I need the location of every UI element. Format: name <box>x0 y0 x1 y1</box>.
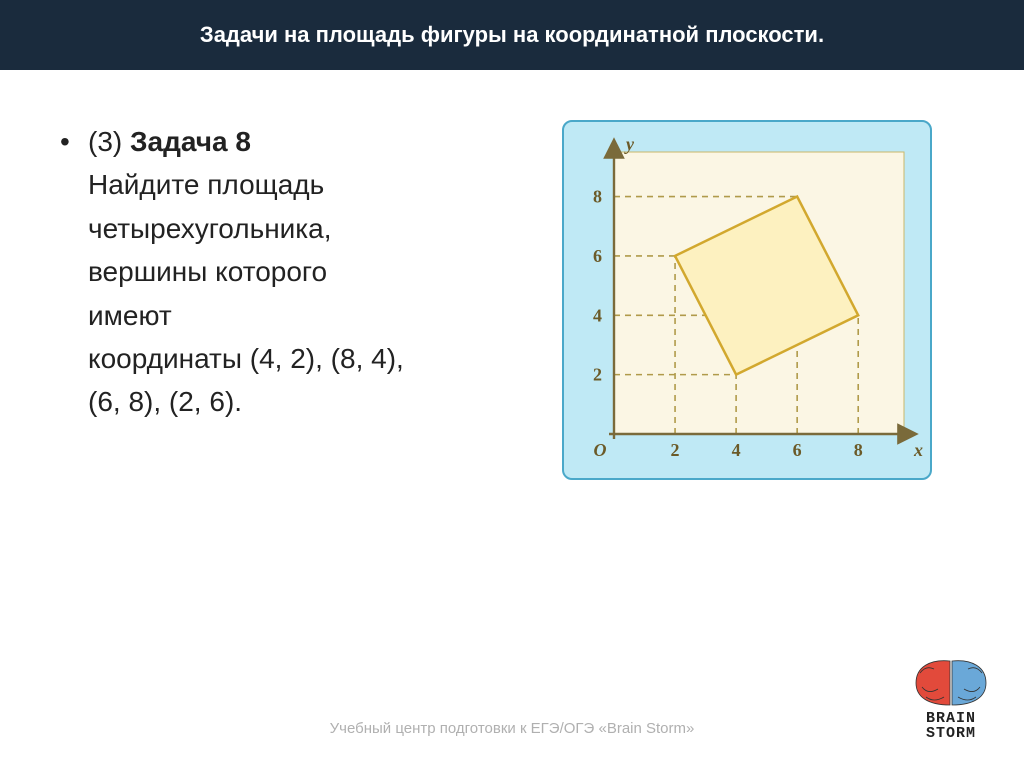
logo-text: BRAIN STORM <box>908 711 994 743</box>
brainstorm-logo: BRAIN STORM <box>908 653 994 743</box>
task-body: (3) Задача 8 Найдите площадь четырехугол… <box>88 120 404 424</box>
svg-text:y: y <box>624 134 635 154</box>
content-area: • (3) Задача 8 Найдите площадь четырехуг… <box>0 70 1024 490</box>
coordinate-chart: 2 4 6 8 2 4 6 8 Ox y <box>562 120 932 480</box>
task-line: координаты (4, 2), (8, 4), <box>88 343 404 374</box>
task-prefix: (3) <box>88 126 130 157</box>
logo-line2: STORM <box>926 725 976 742</box>
svg-text:6: 6 <box>793 440 802 460</box>
svg-text:O: O <box>594 440 607 460</box>
bullet: • <box>60 120 88 424</box>
slide-header: Задачи на площадь фигуры на координатной… <box>0 0 1024 70</box>
svg-text:x: x <box>913 440 923 460</box>
task-line: (6, 8), (2, 6). <box>88 386 242 417</box>
footer-text: Учебный центр подготовки к ЕГЭ/ОГЭ «Brai… <box>330 720 695 737</box>
task-text: • (3) Задача 8 Найдите площадь четырехуг… <box>60 120 490 480</box>
brain-icon <box>908 653 994 709</box>
svg-text:4: 4 <box>593 305 602 325</box>
svg-text:8: 8 <box>854 440 863 460</box>
task-line: вершины которого <box>88 256 327 287</box>
svg-text:6: 6 <box>593 246 602 266</box>
svg-text:2: 2 <box>671 440 680 460</box>
svg-text:8: 8 <box>593 187 602 207</box>
header-title: Задачи на площадь фигуры на координатной… <box>200 22 824 48</box>
chart-column: 2 4 6 8 2 4 6 8 Ox y <box>500 120 994 480</box>
task-line: Найдите площадь <box>88 169 324 200</box>
task-label: Задача 8 <box>130 126 251 157</box>
footer: Учебный центр подготовки к ЕГЭ/ОГЭ «Brai… <box>0 720 1024 737</box>
logo-line1: BRAIN <box>926 710 976 727</box>
svg-text:2: 2 <box>593 365 602 385</box>
task-line: четырехугольника, <box>88 213 332 244</box>
svg-text:4: 4 <box>732 440 741 460</box>
task-line: имеют <box>88 300 172 331</box>
